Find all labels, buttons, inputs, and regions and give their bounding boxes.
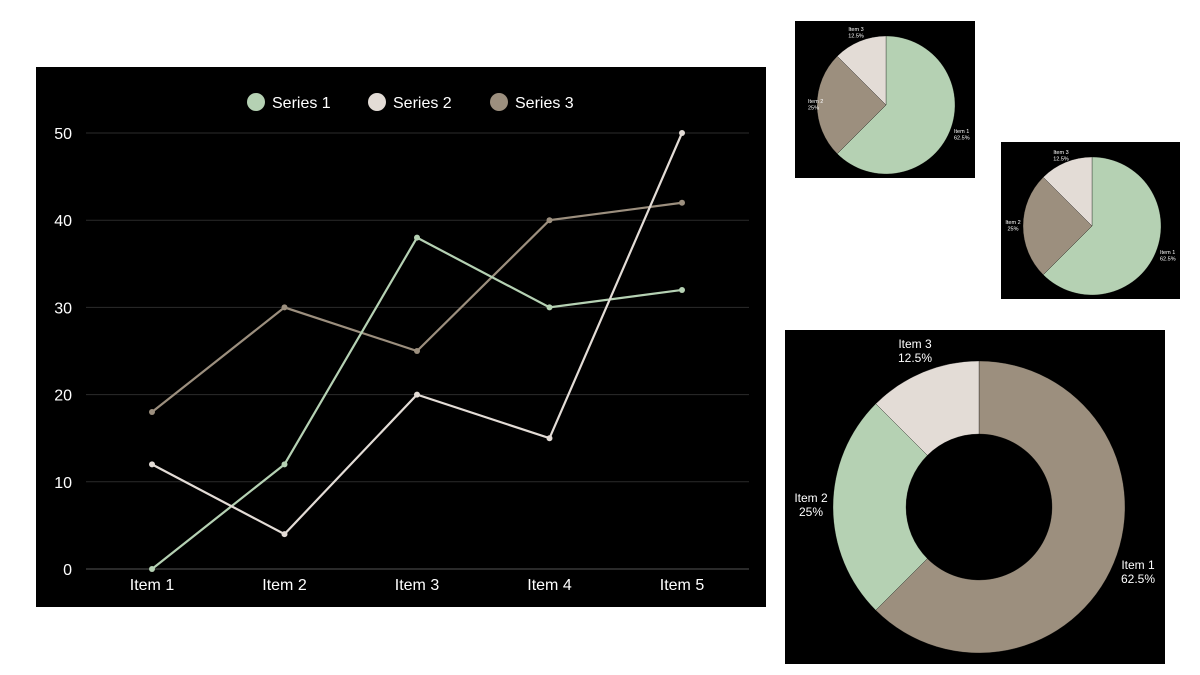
- data-point: [546, 304, 553, 311]
- x-tick-label: Item 3: [395, 577, 440, 594]
- pie-slice: [836, 35, 956, 175]
- line-chart: 0 10 20 30 40 50 Item 1 Item 2 Item 3 Item 4 Item …: [54, 93, 749, 594]
- slice-label: Item 3: [898, 337, 932, 351]
- data-point: [414, 391, 420, 398]
- legend-marker: [490, 93, 508, 111]
- data-point: [281, 531, 288, 538]
- donut-chart: Item 162.5% Item 225% Item 312.5%: [794, 337, 1155, 654]
- y-tick-label: 50: [54, 126, 72, 143]
- slice-value-label: 25%: [1007, 226, 1018, 232]
- data-point: [281, 304, 288, 311]
- pie-chart-small-2-panel: Item 1 62.5% Item 2 25% Item 3 12.5%: [1001, 142, 1180, 299]
- slice-label: Item 3: [1053, 150, 1068, 156]
- data-point: [546, 217, 553, 224]
- slice-value-label: 12.5%: [848, 33, 864, 39]
- slice-value-label: 12.5%: [898, 351, 932, 365]
- slice-value-label: 62.5%: [1160, 256, 1176, 262]
- line-chart-panel: 0 10 20 30 40 50 Item 1 Item 2 Item 3 Item 4 Item …: [36, 67, 766, 607]
- series-line: [151, 132, 684, 536]
- data-point: [281, 461, 288, 468]
- pie-chart-small-1-panel: Item 1 62.5% Item 2 25% Item 3 12.5%: [795, 21, 975, 178]
- data-point: [414, 348, 420, 354]
- pie-slice: [836, 35, 887, 106]
- legend-marker: [247, 93, 265, 111]
- data-point: [546, 435, 553, 442]
- data-point: [149, 461, 155, 468]
- y-tick-label: 40: [54, 213, 72, 230]
- data-point: [414, 234, 420, 241]
- legend-label: Series 2: [393, 95, 452, 112]
- slice-label: Item 2: [794, 491, 828, 505]
- legend-label: Series 1: [272, 95, 331, 112]
- slice-label: Item 1: [954, 129, 969, 135]
- pie-slice: [1022, 176, 1093, 276]
- pie-chart-small-2: Item 162.5% Item 225% Item 312.5%: [1005, 150, 1176, 296]
- slice-value-label: 25%: [808, 105, 819, 111]
- donut-chart-panel: Item 1 62.5% Item 2 25% Item 3 12.5%: [785, 330, 1165, 664]
- slice-value-label: 12.5%: [1053, 156, 1069, 162]
- slice-label: Item 1: [1121, 558, 1155, 572]
- legend-label: Series 3: [515, 95, 574, 112]
- x-tick-label: Item 4: [527, 577, 572, 594]
- slice-label: Item 2: [1005, 220, 1020, 226]
- slice-label: Item 1: [1160, 250, 1175, 256]
- x-tick-label: Item 2: [262, 577, 307, 594]
- data-point: [149, 566, 155, 572]
- y-tick-label: 30: [54, 300, 72, 317]
- pie-slice: [1042, 156, 1093, 227]
- y-tick-label: 10: [54, 475, 72, 492]
- x-tick-label: Item 5: [660, 577, 705, 594]
- y-tick-label: 0: [63, 562, 72, 579]
- pie-slice: [816, 55, 887, 155]
- slice-value-label: 25%: [799, 505, 823, 519]
- slice-label: Item 2: [808, 99, 823, 105]
- pie-chart-small-1: Item 162.5% Item 225% Item 312.5%: [808, 27, 970, 175]
- data-point: [679, 130, 685, 136]
- slice-label: Item 3: [848, 27, 863, 33]
- data-point: [679, 199, 685, 206]
- data-point: [679, 286, 685, 293]
- legend-marker: [368, 93, 386, 111]
- data-point: [149, 409, 155, 416]
- x-tick-label: Item 1: [130, 577, 175, 594]
- slice-value-label: 62.5%: [954, 135, 970, 141]
- pie-slice: [875, 360, 1126, 654]
- y-tick-label: 20: [54, 388, 72, 405]
- slice-value-label: 62.5%: [1121, 572, 1155, 586]
- series-line: [151, 236, 683, 570]
- pie-slice: [1042, 156, 1162, 296]
